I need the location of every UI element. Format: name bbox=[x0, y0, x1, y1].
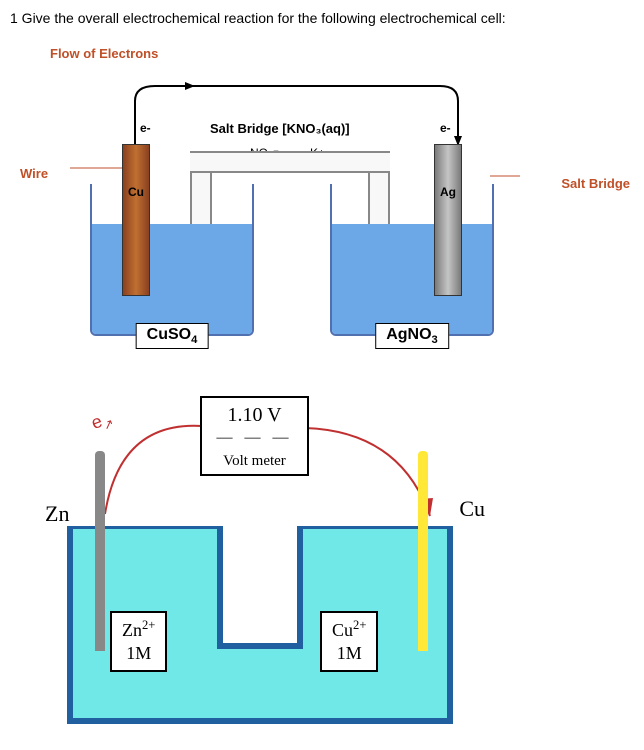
h-cell-container: Zn2+1M Cu2+1M bbox=[60, 526, 460, 726]
cu-ag-cell-diagram: Wire Salt Bridge Salt Bridge [KNO₃(aq)] … bbox=[40, 66, 600, 366]
right-beaker: Ag AgNO3 bbox=[330, 184, 494, 336]
salt-bridge-title: Salt Bridge [KNO₃(aq)] bbox=[210, 121, 350, 136]
voltmeter-divider: — — — bbox=[202, 429, 307, 449]
voltmeter: 1.10 V — — — Volt meter bbox=[200, 396, 309, 476]
agno3-label: AgNO3 bbox=[375, 323, 449, 349]
zn-ion-box: Zn2+1M bbox=[110, 611, 167, 672]
electron-right-label: e- bbox=[440, 121, 451, 135]
ag-electrode: Ag bbox=[434, 144, 462, 296]
wire-label: Wire bbox=[20, 166, 48, 181]
cu-electrode-label: Cu bbox=[128, 185, 144, 199]
zn-cu-cell-diagram: e↗ 1.10 V — — — Volt meter Zn Cu Zn2+1M … bbox=[40, 396, 480, 726]
cu-electrode: Cu bbox=[122, 144, 150, 296]
zn-label: Zn bbox=[45, 501, 69, 527]
cu-electrode-2 bbox=[418, 451, 428, 651]
salt-bridge-label-right: Salt Bridge bbox=[561, 176, 630, 191]
question-text: 1 Give the overall electrochemical react… bbox=[10, 10, 644, 26]
ag-electrode-label: Ag bbox=[440, 185, 456, 199]
flow-electrons-label: Flow of Electrons bbox=[50, 46, 644, 61]
left-solution bbox=[92, 224, 252, 334]
voltmeter-label: Volt meter bbox=[202, 449, 307, 474]
zn-electrode bbox=[95, 451, 105, 651]
cu-label: Cu bbox=[459, 496, 485, 522]
right-solution bbox=[332, 224, 492, 334]
electron-left-label: e- bbox=[140, 121, 151, 135]
cuso4-label: CuSO4 bbox=[136, 323, 209, 349]
left-beaker: Cu CuSO4 bbox=[90, 184, 254, 336]
voltmeter-reading: 1.10 V bbox=[202, 398, 307, 429]
cu-ion-box: Cu2+1M bbox=[320, 611, 378, 672]
